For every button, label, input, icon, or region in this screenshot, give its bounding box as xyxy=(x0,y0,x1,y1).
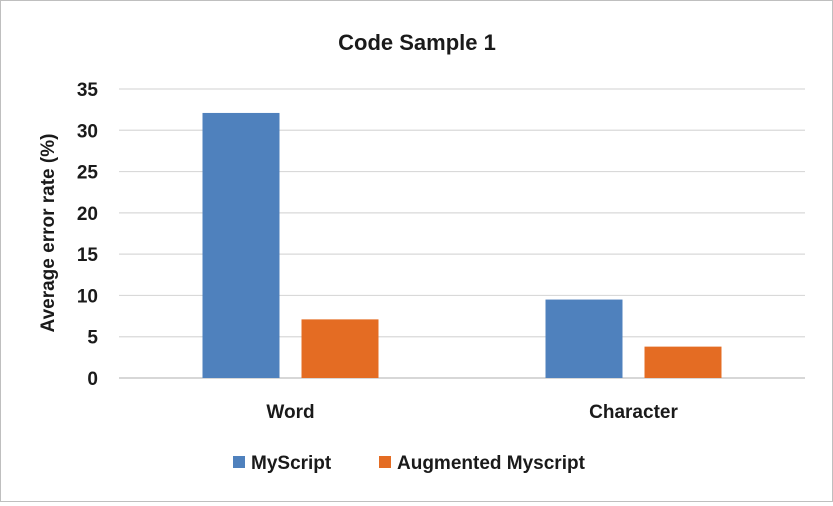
y-tick-label: 20 xyxy=(77,204,98,225)
legend: MyScript Augmented Myscript xyxy=(233,453,586,474)
y-tick-label: 10 xyxy=(77,286,98,307)
legend-swatch-augmented-myscript xyxy=(379,456,391,468)
bars xyxy=(202,112,722,379)
x-category-label: Character xyxy=(589,402,678,423)
y-tick-label: 15 xyxy=(77,245,99,266)
bar-augmented-myscript-word xyxy=(301,319,379,378)
bar-augmented-myscript-character xyxy=(644,346,722,378)
y-tick-label: 0 xyxy=(87,369,98,390)
y-tick-label: 30 xyxy=(77,121,98,142)
legend-label: Augmented Myscript xyxy=(397,453,586,474)
y-axis-ticks: 0 5 10 15 20 25 30 35 xyxy=(77,80,99,390)
y-tick-label: 35 xyxy=(77,80,99,101)
legend-swatch-myscript xyxy=(233,456,245,468)
bar-myscript-character xyxy=(545,299,623,378)
x-category-label: Word xyxy=(266,402,314,423)
y-tick-label: 5 xyxy=(87,328,98,349)
y-tick-label: 25 xyxy=(77,163,99,184)
x-axis-categories: Word Character xyxy=(266,402,678,423)
bar-myscript-word xyxy=(202,112,280,379)
chart-title: Code Sample 1 xyxy=(338,30,496,55)
y-axis-label: Average error rate (%) xyxy=(38,134,59,333)
legend-label: MyScript xyxy=(251,453,332,474)
